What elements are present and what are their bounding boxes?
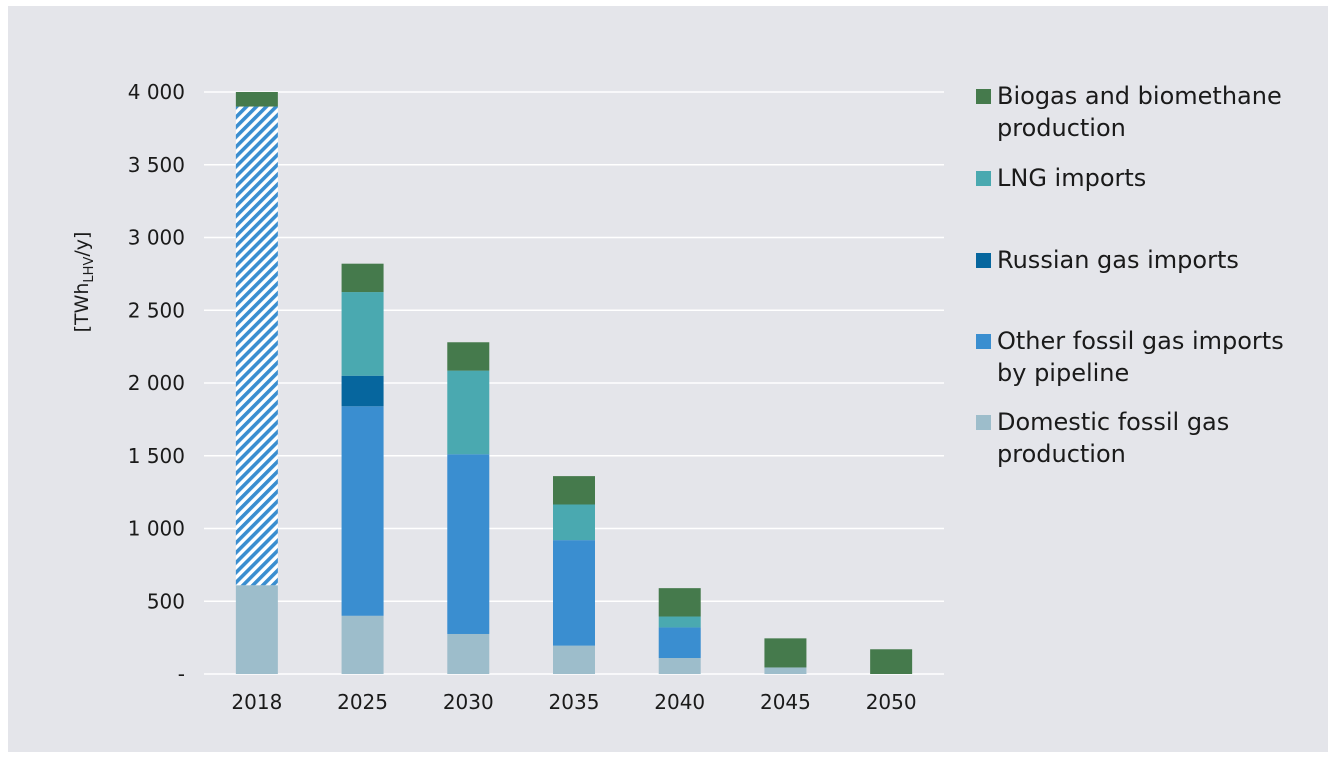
x-tick-label: 2035 <box>549 690 600 714</box>
y-axis-ticks: - 500 1 000 1 500 2 000 2 500 3 000 3 500 4 000 <box>128 80 185 686</box>
bar-segment-other-fossil-gas-imports-by-pipeline <box>553 540 595 646</box>
legend-item: Domestic fossil gas production <box>976 408 1229 468</box>
y-tick-label: 1 000 <box>128 517 185 541</box>
legend-item: Russian gas imports <box>976 246 1239 274</box>
bar-segment-lng-imports <box>658 616 701 628</box>
chart-frame: -500 1 000 1 500 2 000 2 500 3 000 3 500 4 000 … <box>8 6 1328 752</box>
bar-segment-biogas-and-biomethane-production <box>235 92 278 107</box>
y-tick-label: - <box>178 662 185 686</box>
legend-label: Russian gas imports <box>997 246 1239 274</box>
y-tick-label: 1 500 <box>128 444 185 468</box>
x-tick-label: 2030 <box>443 690 494 714</box>
y-tick-label: 2 500 <box>128 298 185 322</box>
legend-label: Biogas and biomethane <box>997 82 1282 110</box>
legend-label: production <box>997 114 1126 142</box>
bar-segment-biogas-and-biomethane-production <box>341 263 384 293</box>
y-tick-label: 3 500 <box>128 153 185 177</box>
legend-swatch <box>976 415 991 430</box>
bars <box>235 92 913 674</box>
legend-label: LNG imports <box>997 164 1146 192</box>
legend-swatch <box>976 334 991 349</box>
bar-segment-domestic-fossil-gas-production <box>658 657 701 674</box>
bar-segment-biogas-and-biomethane-production <box>447 342 490 371</box>
x-tick-label: 2045 <box>760 690 811 714</box>
legend-label: Domestic fossil gas <box>997 408 1229 436</box>
bar-segment-other-fossil-gas-imports-by-pipeline <box>658 627 701 658</box>
legend-item: Biogas and biomethane production <box>976 82 1282 142</box>
y-axis-title: [TWhLHV/y] <box>71 232 97 333</box>
x-tick-label: 2040 <box>654 690 705 714</box>
bar-segment-lng-imports <box>447 370 490 455</box>
bar-segment-biogas-and-biomethane-production <box>553 476 595 505</box>
legend-label: by pipeline <box>997 359 1129 387</box>
legend-label: production <box>997 440 1126 468</box>
bar-segment-russian-gas-imports <box>341 375 384 407</box>
legend-label: Other fossil gas imports <box>997 327 1284 355</box>
bar-segment-hatched-imports <box>235 106 278 586</box>
y-tick-label: 4 000 <box>128 80 185 104</box>
bar-segment-biogas-and-biomethane-production <box>658 588 701 617</box>
legend-swatch <box>976 171 991 186</box>
legend-item: LNG imports <box>976 164 1146 192</box>
bar-segment-lng-imports <box>553 504 595 541</box>
y-tick-label: 3 000 <box>128 226 185 250</box>
x-tick-label: 2025 <box>337 690 388 714</box>
y-tick-label: 2 000 <box>128 371 185 395</box>
legend-swatch <box>976 89 991 104</box>
legend-swatch <box>976 253 991 268</box>
bar-segment-biogas-and-biomethane-production <box>870 649 913 674</box>
bar-segment-lng-imports <box>341 292 384 376</box>
x-tick-label: 2050 <box>866 690 917 714</box>
bar-segment-other-fossil-gas-imports-by-pipeline <box>447 454 490 634</box>
bar-segment-domestic-fossil-gas-production <box>341 615 384 674</box>
bar-segment-other-fossil-gas-imports-by-pipeline <box>341 406 384 616</box>
legend-item: Other fossil gas imports by pipeline <box>976 327 1284 387</box>
bar-segment-domestic-fossil-gas-production <box>235 585 278 674</box>
bar-segment-domestic-fossil-gas-production <box>447 633 490 674</box>
bar-segment-domestic-fossil-gas-production <box>553 645 595 674</box>
bar-segment-domestic-fossil-gas-production <box>764 667 807 674</box>
y-tick-label: 500 <box>147 589 185 613</box>
x-tick-label: 2018 <box>231 690 282 714</box>
bar-segment-biogas-and-biomethane-production <box>764 638 807 668</box>
x-axis-ticks: 2018 2025 2030 2035 2040 2045 2050 <box>231 690 916 714</box>
legend: Biogas and biomethane production LNG impor… <box>976 82 1284 468</box>
